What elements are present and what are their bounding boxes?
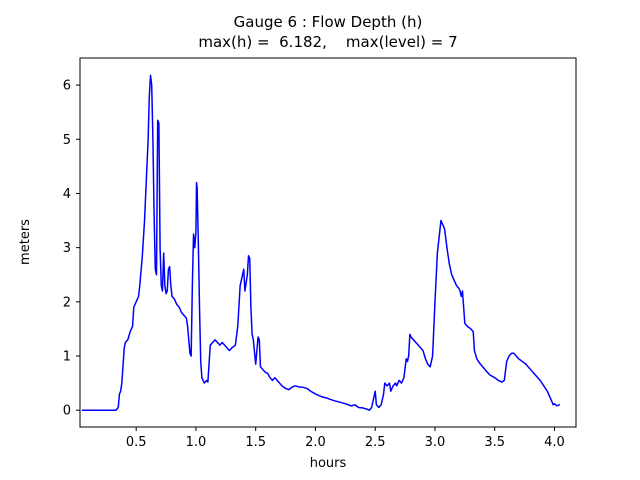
axes-border	[79, 57, 577, 428]
x-axis-label: hours	[309, 456, 347, 471]
x-tick-label: 2.0	[305, 435, 326, 450]
y-tick-label: 6	[63, 79, 71, 94]
flow-depth-line	[81, 74, 561, 411]
chart-title: Gauge 6 : Flow Depth (h)	[233, 13, 423, 31]
x-tick-label: 3.0	[425, 435, 446, 450]
x-tick-label: 2.5	[365, 435, 386, 450]
x-tick-label: 1.5	[245, 435, 266, 450]
y-tick-label: 4	[63, 187, 71, 202]
x-tick-label: 4.0	[544, 435, 565, 450]
chart-subtitle: max(h) = 6.182, max(level) = 7	[198, 33, 458, 51]
y-tick-label: 0	[63, 404, 71, 419]
x-tick-label: 1.0	[186, 435, 207, 450]
x-tick-label: 0.5	[126, 435, 147, 450]
x-tick-label: 3.5	[484, 435, 505, 450]
y-tick-label: 2	[63, 295, 71, 310]
y-tick-label: 3	[63, 241, 71, 256]
y-tick-label: 5	[63, 133, 71, 148]
y-tick-label: 1	[63, 350, 71, 365]
